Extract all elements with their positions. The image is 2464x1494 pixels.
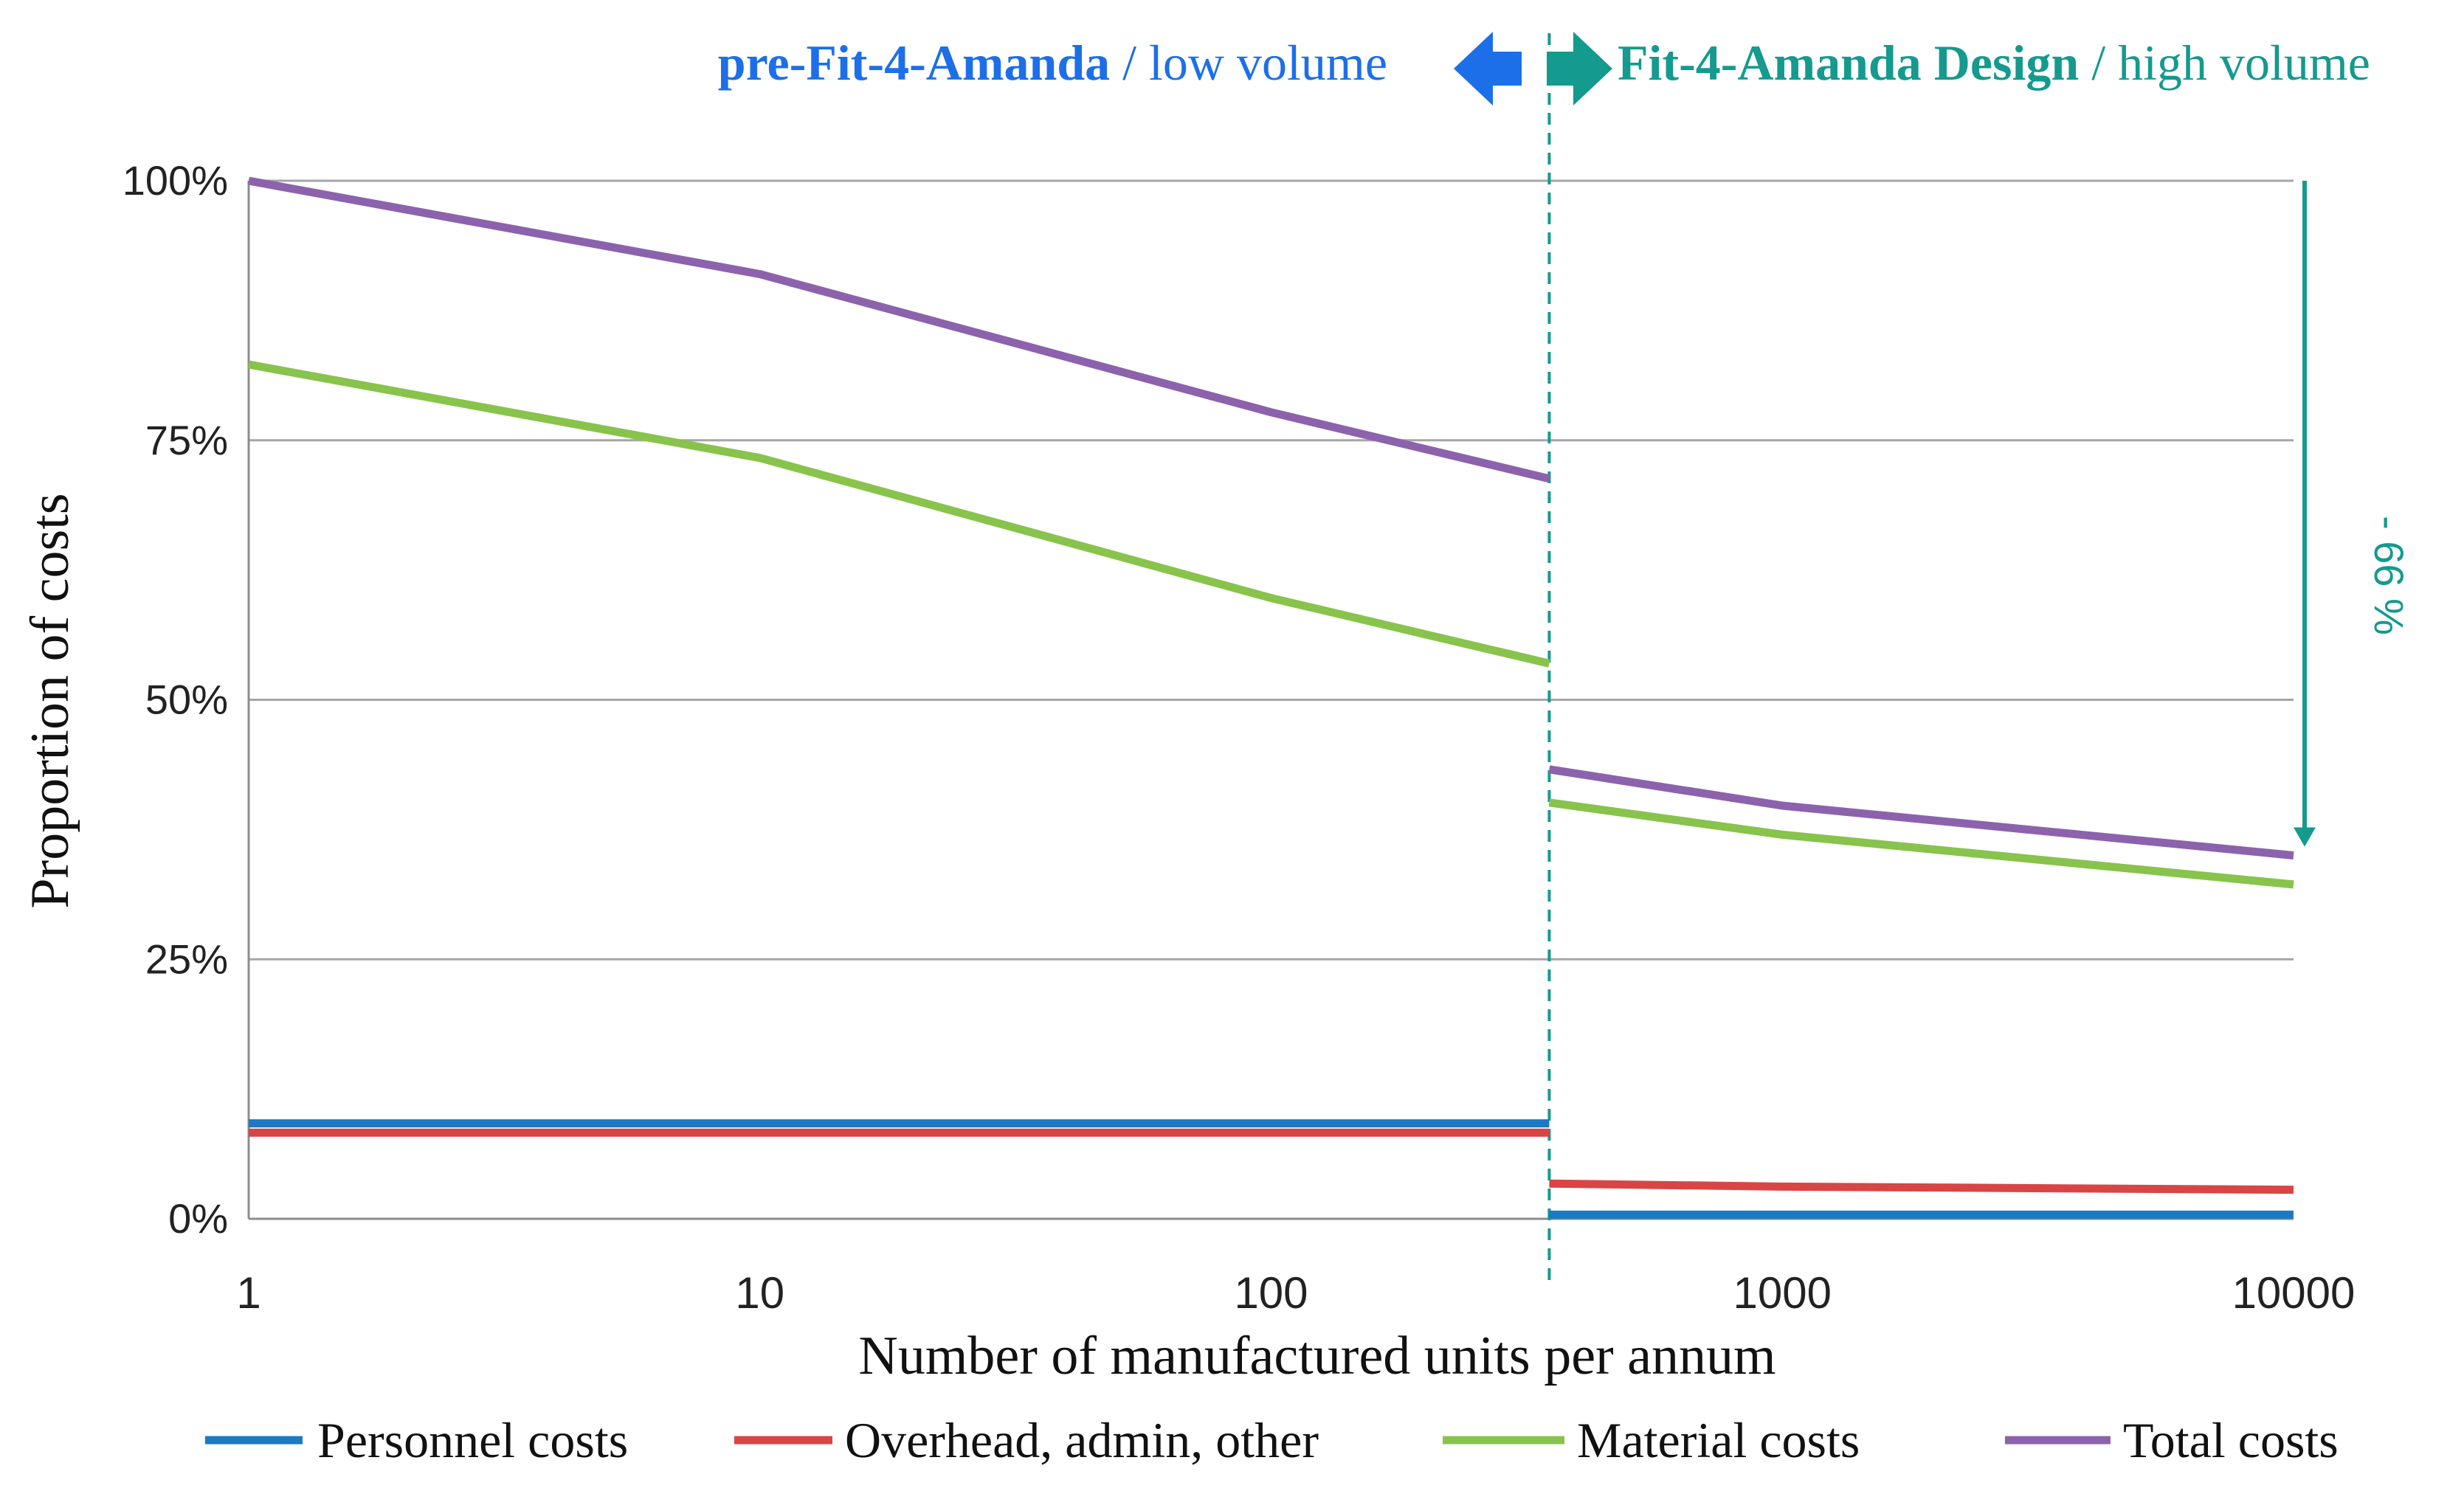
legend: Personnel costs Overhead, admin, other M…: [205, 1412, 2339, 1468]
x-axis-title: Number of manufactured units per annum: [858, 1326, 1775, 1386]
series-material-segment-1: [248, 360, 1550, 668]
legend-label-material: Material costs: [1577, 1412, 1860, 1468]
pre-header-bold: pre-Fit-4-Amanda: [718, 35, 1110, 91]
y-axis-title: Proportion of costs: [20, 493, 80, 908]
pre-header-rest: / low volume: [1110, 35, 1387, 91]
series-lines: [248, 176, 2294, 1219]
y-tick-25: 25%: [145, 936, 228, 982]
right-arrow-icon: [1547, 32, 1612, 106]
gridlines: [249, 179, 2294, 961]
x-tick-labels: 1 10 100 1000 10000: [236, 1268, 2355, 1318]
series-material-segment-2: [1548, 798, 2294, 889]
legend-label-personnel: Personnel costs: [317, 1412, 628, 1468]
x-tick-1000: 1000: [1733, 1268, 1832, 1318]
left-arrow-icon: [1454, 32, 1522, 106]
x-tick-1: 1: [236, 1268, 260, 1318]
reduction-label: - 66 %: [2366, 516, 2412, 635]
y-tick-100: 100%: [122, 157, 228, 204]
series-total-segment-1: [248, 176, 1550, 483]
axes: [247, 181, 2294, 1220]
y-tick-75: 75%: [145, 417, 228, 463]
y-tick-labels: 0% 25% 50% 75% 100%: [122, 157, 228, 1242]
post-header-rest: / high volume: [2079, 35, 2370, 91]
reduction-annotation: - 66 %: [2294, 181, 2412, 847]
series-total-segment-2: [1548, 765, 2294, 860]
post-header-bold: Fit-4-Amanda Design: [1618, 35, 2079, 91]
y-tick-50: 50%: [145, 677, 228, 723]
post-volume-header: Fit-4-Amanda Design / high volume: [1618, 35, 2370, 91]
reduction-arrow-head: [2294, 827, 2316, 847]
series-overhead-segment-2: [1549, 1179, 2294, 1194]
legend-label-total: Total costs: [2123, 1412, 2339, 1468]
pre-volume-header: pre-Fit-4-Amanda / low volume: [718, 35, 1387, 91]
x-tick-10000: 10000: [2232, 1268, 2356, 1318]
x-tick-100: 100: [1234, 1268, 1308, 1318]
y-tick-0: 0%: [168, 1195, 228, 1242]
legend-label-overhead: Overhead, admin, other: [845, 1412, 1319, 1468]
x-tick-10: 10: [735, 1268, 784, 1318]
